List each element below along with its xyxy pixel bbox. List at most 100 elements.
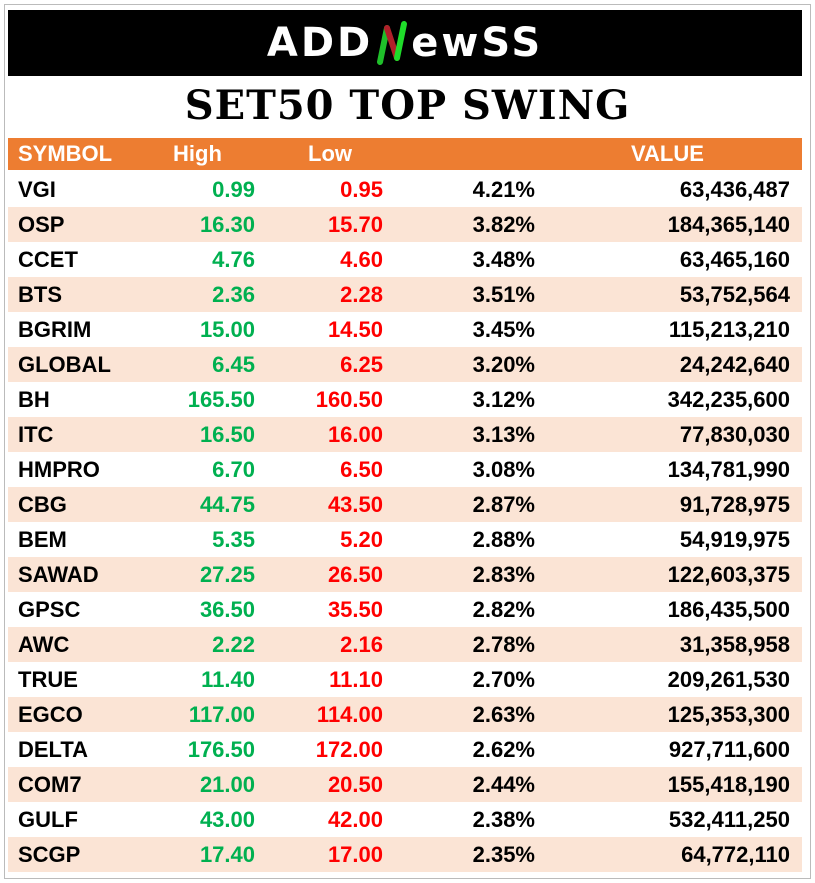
table-row: CCET 4.76 4.60 3.48% 63,465,160 [8, 242, 802, 277]
cell-value: 31,358,958 [679, 631, 790, 657]
cell-value: 184,365,140 [667, 211, 790, 237]
logo-prefix: ADD [266, 20, 374, 66]
table-row: EGCO 117.00 114.00 2.63% 125,353,300 [8, 697, 802, 732]
cell-low: 16.00 [327, 421, 383, 447]
cell-pct: 2.44% [472, 771, 535, 797]
cell-high: 6.45 [212, 351, 255, 377]
table-header: SYMBOL High Low VALUE [8, 138, 802, 170]
cell-low: 5.20 [340, 526, 383, 552]
cell-value: 77,830,030 [679, 421, 790, 447]
cell-value: 186,435,500 [667, 596, 790, 622]
cell-low: 172.00 [315, 736, 383, 762]
cell-pct: 2.62% [472, 736, 535, 762]
table-row: BH 165.50 160.50 3.12% 342,235,600 [8, 382, 802, 417]
cell-pct: 3.20% [472, 351, 535, 377]
cell-symbol: BH [18, 386, 50, 412]
cell-low: 160.50 [315, 386, 383, 412]
cell-high: 165.50 [187, 386, 255, 412]
cell-low: 43.50 [327, 491, 383, 517]
logo-suffix: ewSS [411, 20, 544, 66]
table-row: BTS 2.36 2.28 3.51% 53,752,564 [8, 277, 802, 312]
cell-low: 17.00 [327, 841, 383, 867]
table-row: SCGP 17.40 17.00 2.35% 64,772,110 [8, 837, 802, 872]
cell-symbol: TRUE [18, 666, 78, 692]
cell-pct: 3.08% [472, 456, 535, 482]
cell-pct: 2.83% [472, 561, 535, 587]
cell-pct: 2.78% [472, 631, 535, 657]
cell-symbol: AWC [18, 631, 70, 657]
cell-value: 134,781,990 [667, 456, 790, 482]
cell-value: 64,772,110 [681, 841, 790, 867]
table-row: AWC 2.22 2.16 2.78% 31,358,958 [8, 627, 802, 662]
cell-pct: 2.88% [472, 526, 535, 552]
cell-pct: 2.38% [472, 806, 535, 832]
page-frame [4, 4, 811, 879]
table-row: GULF 43.00 42.00 2.38% 532,411,250 [8, 802, 802, 837]
cell-pct: 3.51% [472, 281, 535, 307]
cell-symbol: SCGP [18, 841, 81, 867]
cell-value: 115,213,210 [668, 316, 790, 342]
cell-symbol: BGRIM [18, 316, 92, 342]
cell-value: 53,752,564 [679, 281, 790, 307]
cell-high: 11.40 [201, 666, 255, 692]
cell-low: 20.50 [327, 771, 383, 797]
header-high: High [173, 141, 222, 166]
cell-value: 125,353,300 [667, 701, 790, 727]
cell-symbol: VGI [18, 176, 56, 202]
cell-high: 117.00 [188, 701, 255, 727]
cell-low: 4.60 [340, 246, 383, 272]
cell-low: 2.28 [340, 281, 383, 307]
table-row: DELTA 176.50 172.00 2.62% 927,711,600 [8, 732, 802, 767]
cell-symbol: BTS [18, 281, 62, 307]
cell-symbol: OSP [18, 211, 65, 237]
cell-symbol: COM7 [18, 771, 82, 797]
cell-symbol: GULF [18, 806, 78, 832]
cell-value: 155,418,190 [667, 771, 790, 797]
table-row: OSP 16.30 15.70 3.82% 184,365,140 [8, 207, 802, 242]
header-symbol: SYMBOL [18, 141, 113, 166]
cell-pct: 3.48% [472, 246, 535, 272]
table-row: BEM 5.35 5.20 2.88% 54,919,975 [8, 522, 802, 557]
cell-low: 14.50 [327, 316, 383, 342]
table-row: GPSC 36.50 35.50 2.82% 186,435,500 [8, 592, 802, 627]
cell-symbol: SAWAD [18, 561, 99, 587]
cell-high: 2.36 [212, 281, 255, 307]
cell-low: 42.00 [327, 806, 383, 832]
table-row: VGI 0.99 0.95 4.21% 63,436,487 [8, 172, 802, 207]
cell-pct: 2.35% [472, 841, 535, 867]
cell-value: 54,919,975 [679, 526, 790, 552]
cell-low: 114.00 [316, 701, 383, 727]
cell-high: 44.75 [199, 491, 255, 517]
swing-table: SYMBOL High Low VALUE VGI 0.99 0.95 4.21% 63… [8, 138, 802, 872]
cell-pct: 2.87% [472, 491, 535, 517]
cell-pct: 3.13% [472, 421, 535, 447]
cell-value: 63,436,487 [679, 176, 790, 202]
cell-value: 24,242,640 [679, 351, 790, 377]
cell-value: 342,235,600 [667, 386, 790, 412]
logo-n-icon [377, 21, 408, 65]
cell-symbol: EGCO [18, 701, 83, 727]
cell-high: 5.35 [212, 526, 255, 552]
cell-high: 2.22 [212, 631, 255, 657]
cell-high: 17.40 [199, 841, 255, 867]
cell-pct: 4.21% [472, 176, 535, 202]
cell-value: 122,603,375 [667, 561, 790, 587]
header-value: VALUE [631, 141, 704, 166]
cell-symbol: CCET [18, 246, 78, 272]
cell-pct: 3.82% [472, 211, 535, 237]
addnewss-logo: ADD ewSS [267, 20, 543, 66]
cell-value: 927,711,600 [668, 736, 790, 762]
cell-low: 11.10 [329, 666, 383, 692]
cell-symbol: HMPRO [18, 456, 100, 482]
cell-value: 63,465,160 [679, 246, 790, 272]
cell-symbol: GLOBAL [18, 351, 111, 377]
table-row: ITC 16.50 16.00 3.13% 77,830,030 [8, 417, 802, 452]
cell-low: 6.50 [340, 456, 383, 482]
cell-low: 0.95 [340, 176, 383, 202]
cell-pct: 2.70% [472, 666, 535, 692]
page-title: SET50 TOP SWING [184, 82, 631, 129]
cell-value: 209,261,530 [667, 666, 790, 692]
logo-banner: ADD ewSS [8, 10, 802, 76]
header-low: Low [308, 141, 352, 166]
table-row: CBG 44.75 43.50 2.87% 91,728,975 [8, 487, 802, 522]
